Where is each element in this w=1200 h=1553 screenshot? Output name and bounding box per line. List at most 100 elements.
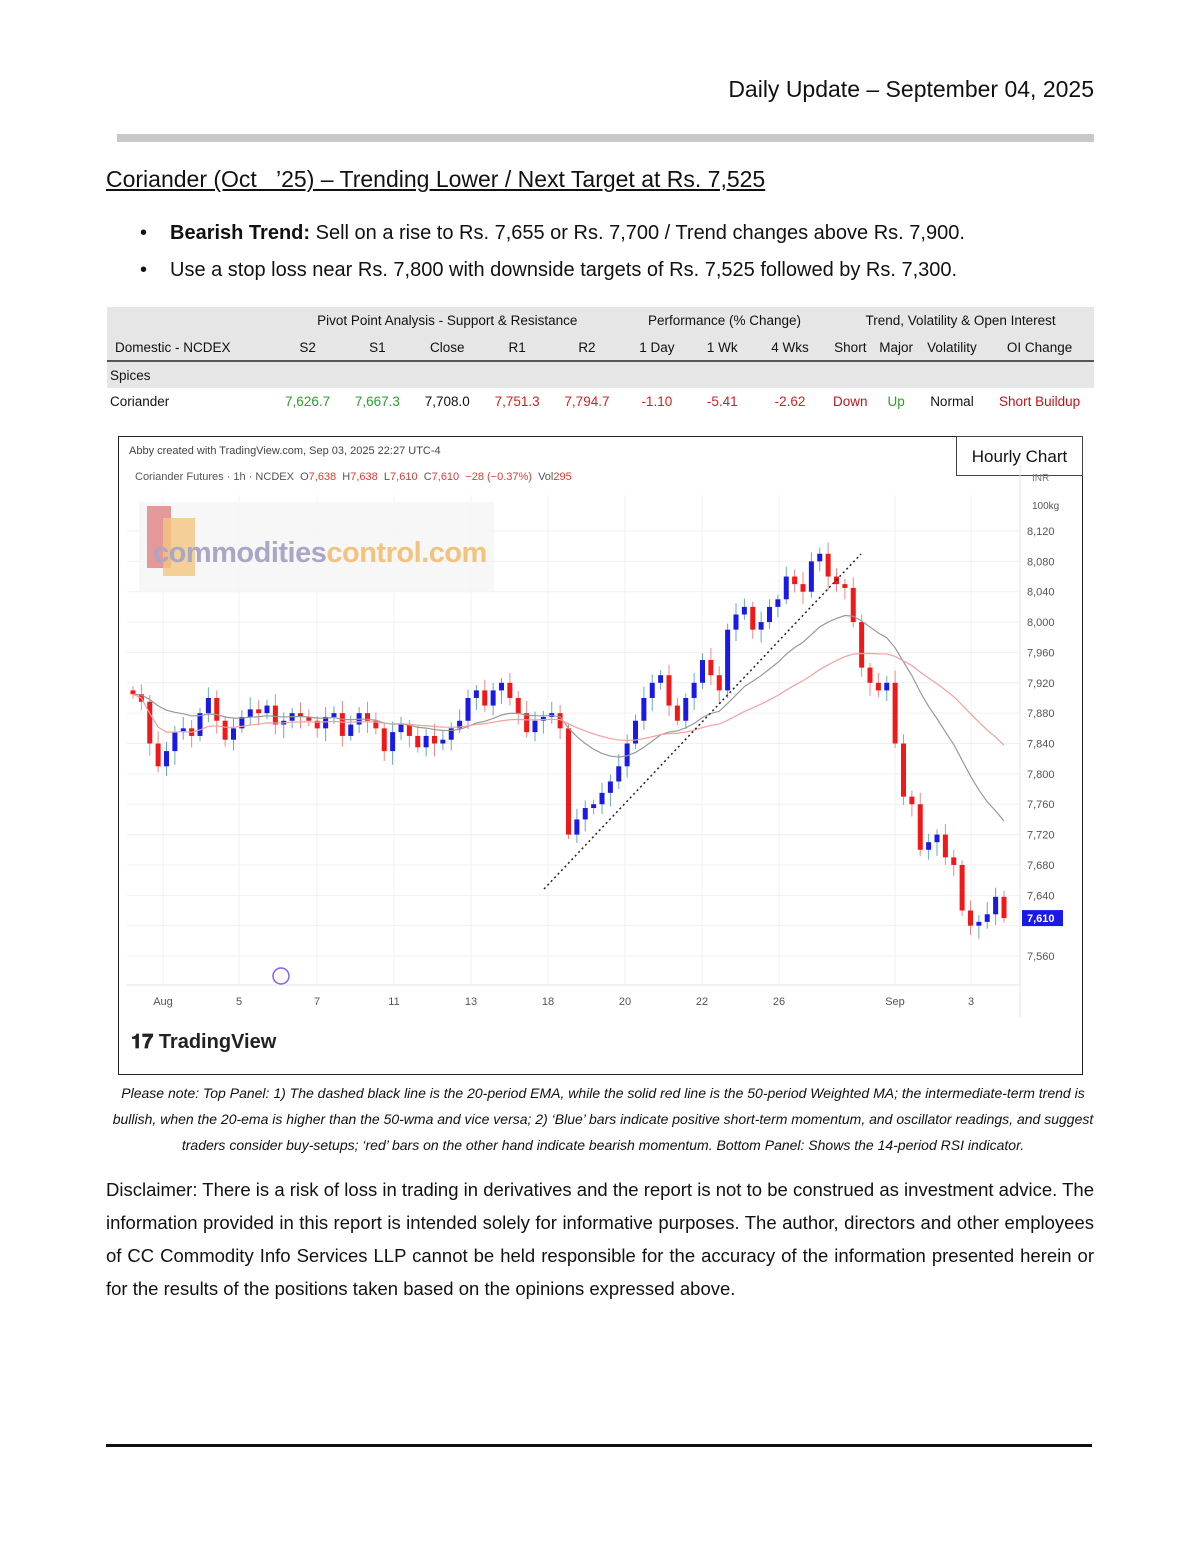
candle-body (800, 584, 806, 592)
x-tick-label: 20 (619, 996, 631, 1008)
column-header: 1 Day (621, 334, 692, 362)
candle-body (540, 716, 546, 721)
candle-body (306, 716, 312, 721)
candle-body (917, 804, 923, 850)
table-cell: -2.62 (774, 394, 806, 409)
column-header: S2 (272, 334, 343, 362)
column-header: Volatility (918, 334, 986, 362)
candle-body (348, 724, 354, 736)
table-cell: -1.10 (641, 394, 673, 409)
candle-body (264, 705, 270, 714)
ohlc-legend: Coriander Futures · 1h · NCDEX O7,638 H7… (135, 471, 572, 483)
candle-body (741, 606, 747, 615)
candle-body (566, 728, 571, 835)
candle-body (515, 697, 521, 714)
x-tick-label: 13 (465, 996, 477, 1008)
candle-body (423, 735, 429, 748)
candlestick-chart[interactable]: 8,120 8,080 8,040 8,000 7,960 7,920 7,880 7,840… (127, 465, 1074, 1017)
report-header: Daily Update – September 04, 2025 (728, 76, 1094, 102)
disclaimer: Disclaimer: There is a risk of loss in t… (106, 1179, 1094, 1299)
bullet-text: Sell on a rise to Rs. 7,655 or Rs. 7,700… (310, 222, 965, 244)
report-title: Coriander (Oct ’25) – Trending Lower / N… (106, 166, 766, 192)
candle-body (164, 751, 169, 767)
candle-body (205, 697, 211, 714)
candle-body (758, 622, 764, 630)
group-header: Trend, Volatility & Open Interest (827, 307, 1094, 334)
candle-body (901, 743, 906, 797)
column-header: R1 (482, 334, 553, 362)
chart-panel: Abby created with TradingView.com, Sep 0… (118, 436, 1083, 1075)
candle-body (599, 792, 605, 805)
candle-body (993, 896, 999, 915)
candle-body (1001, 896, 1007, 919)
candle-body (708, 660, 714, 676)
candle-body (482, 690, 488, 706)
column-header: Domestic - NCDEX (107, 334, 273, 362)
y-tick-label: 7,920 (1027, 678, 1055, 690)
candle-body (457, 720, 463, 729)
candle-body (440, 739, 446, 744)
candle-body (700, 660, 705, 683)
candle-body (716, 675, 722, 691)
candle-body (582, 808, 588, 820)
header-rule (117, 134, 1094, 142)
candle-body (473, 690, 479, 698)
x-tick-label: 3 (968, 996, 974, 1008)
y-tick-label: 8,120 (1027, 526, 1055, 538)
table-cell: 7,626.7 (285, 394, 331, 409)
column-header: 4 Wks (752, 334, 828, 362)
column-header: 1 Wk (691, 334, 753, 362)
candle-body (591, 804, 597, 809)
candle-body (859, 622, 865, 668)
column-header: Short (827, 334, 874, 362)
scroll-to-date-icon[interactable] (272, 967, 290, 985)
bullet-item: • Use a stop loss near Rs. 7,800 with dow… (140, 259, 958, 281)
candle-body (231, 728, 236, 740)
candle-body (490, 690, 496, 706)
last-price-label: 7,610 (1027, 913, 1055, 925)
candle-body (884, 682, 890, 691)
y-tick-label: 7,560 (1027, 951, 1055, 963)
y-tick-label: 7,880 (1027, 708, 1055, 720)
chart-credit: Abby created with TradingView.com, Sep 0… (129, 445, 441, 457)
candle-body (926, 842, 932, 850)
tradingview-logo: 𝟏𝟕 TradingView (131, 1031, 277, 1053)
y-tick-label: 7,640 (1027, 890, 1055, 902)
table-cell: Normal (930, 394, 974, 409)
candle-body (892, 682, 898, 744)
table-cell: Down (833, 394, 868, 409)
candle-body (649, 682, 655, 698)
candle-body (398, 724, 404, 733)
candle-body (808, 561, 814, 592)
candle-body (448, 728, 454, 740)
candle-body (817, 553, 823, 562)
table-cell: 7,751.3 (494, 394, 540, 409)
candle-body (624, 743, 630, 767)
candle-body (298, 713, 303, 717)
candle-body (390, 732, 396, 752)
column-header: R2 (552, 334, 622, 362)
candle-body (406, 724, 412, 736)
candle-body (942, 834, 948, 858)
candle-body (465, 697, 471, 721)
candle-body (674, 705, 680, 721)
table-cell: 7,794.7 (564, 394, 610, 409)
x-tick-label: 22 (696, 996, 708, 1008)
column-header: OI Change (985, 334, 1094, 362)
pivot-table: Pivot Point Analysis - Support & Resista… (107, 307, 1094, 415)
candle-body (365, 713, 370, 721)
x-tick-label: 11 (388, 996, 399, 1008)
candle-body (767, 606, 772, 623)
candle-body (984, 914, 990, 922)
x-tick-label: 7 (314, 996, 320, 1008)
candle-body (951, 857, 957, 865)
group-header: Performance (% Change) (621, 307, 828, 334)
group-header: Pivot Point Analysis - Support & Resista… (272, 307, 622, 334)
table-cell: Coriander (110, 394, 170, 409)
y-tick-label: 8,000 (1027, 617, 1055, 629)
candle-body (875, 682, 881, 691)
candle-body (909, 796, 915, 805)
candle-body (532, 720, 538, 733)
tv-icon: 𝟏𝟕 (131, 1031, 154, 1053)
candle-body (825, 553, 831, 577)
